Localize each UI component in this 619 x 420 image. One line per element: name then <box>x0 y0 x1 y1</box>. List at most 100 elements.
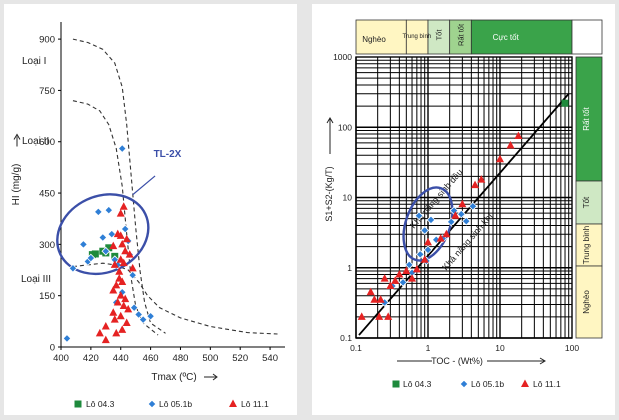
data-point <box>384 312 393 320</box>
data-point <box>119 202 128 210</box>
data-point <box>138 315 148 324</box>
series-square <box>561 99 569 107</box>
data-point <box>91 250 99 258</box>
hi-tmax-plot: 400 420 440 460 480 500 520 540 0 150 300 450 600 750… <box>11 22 285 409</box>
data-point <box>101 246 111 256</box>
side-band-label: Nghèo <box>582 290 591 314</box>
data-point <box>101 321 110 330</box>
data-point <box>117 144 127 153</box>
side-band-label: Trung bình <box>582 226 591 264</box>
legend-marker-lo-05-1b <box>459 379 469 389</box>
data-point <box>458 199 467 208</box>
plot-frame <box>355 56 573 339</box>
side-band-label: Rất tốt <box>582 106 591 130</box>
data-point <box>424 237 432 246</box>
y-tick-label: 1 <box>347 263 352 273</box>
x-tick-label: 420 <box>83 353 99 364</box>
side-band-cell <box>575 56 603 182</box>
series-diamond <box>380 201 478 307</box>
data-point <box>93 207 103 217</box>
y-tick-label: 0 <box>50 343 55 354</box>
data-point <box>105 244 113 252</box>
x-tick-label: 440 <box>113 353 129 364</box>
hi-tmax-chart: 400 420 440 460 480 500 520 540 0 150 300 450 600 750… <box>11 22 285 409</box>
region-label: Loại II <box>22 136 49 147</box>
data-point <box>357 312 366 320</box>
x-axis-title: Tmax (ºC) <box>151 372 196 383</box>
data-point <box>461 216 471 226</box>
data-point <box>477 175 486 183</box>
y-tick-label: 450 <box>39 189 55 200</box>
data-point <box>436 234 445 242</box>
data-point <box>414 211 424 221</box>
data-point <box>395 270 404 278</box>
side-band-cell <box>575 265 603 339</box>
data-point <box>121 246 130 255</box>
data-point <box>101 335 110 344</box>
y-tick-label: 900 <box>39 35 55 46</box>
legend-label-lo-11-1: Lô 11.1 <box>533 379 561 389</box>
data-point <box>98 233 108 242</box>
data-point <box>121 294 130 303</box>
data-point <box>380 274 389 282</box>
data-point <box>86 253 96 263</box>
type-iii-boundary <box>72 262 278 335</box>
data-point <box>115 267 124 275</box>
data-point <box>119 258 128 267</box>
data-point <box>79 240 88 249</box>
y-axis-title: S1+S2-(Kg/T) <box>324 166 334 221</box>
legend-marker-lo-11-1 <box>521 379 529 387</box>
cluster-ellipse <box>402 186 454 262</box>
legend-marker-lo-05-1b <box>147 399 157 409</box>
series-diamond <box>62 144 155 343</box>
side-band-label: Tốt <box>582 196 591 208</box>
top-band-label: Cực tốt <box>493 33 520 42</box>
s1s2-plot: Nghèo Trung bình Tốt Rất tốt Cực tốt Rất tốt T… <box>324 19 603 389</box>
y-tick-label: 10 <box>343 193 353 203</box>
top-band-label: Tốt <box>435 29 444 41</box>
data-point <box>118 325 127 333</box>
data-point <box>129 303 139 313</box>
x-tick-label: 0.1 <box>350 343 362 353</box>
data-point <box>134 310 144 319</box>
data-point <box>404 260 414 270</box>
data-point <box>456 209 466 219</box>
data-point <box>146 311 155 321</box>
data-point <box>118 239 127 248</box>
tl-2x-label: TL-2X <box>154 149 182 160</box>
top-band-corner <box>571 19 603 55</box>
x-tick-label: 400 <box>53 353 69 364</box>
data-point <box>446 217 456 227</box>
data-point <box>128 270 138 280</box>
data-point <box>122 234 131 243</box>
data-point <box>426 215 436 225</box>
legend-marker-lo-04-3 <box>74 400 82 408</box>
data-point <box>420 226 430 235</box>
data-point <box>402 266 411 274</box>
legend-marker-lo-04-3 <box>392 380 400 388</box>
data-point <box>423 245 433 255</box>
series-triangle <box>357 131 523 320</box>
legend-label-lo-04-3: Lô 04.3 <box>403 379 432 389</box>
data-point <box>109 241 118 250</box>
x-tick-label: 460 <box>143 353 159 364</box>
data-point <box>561 99 569 107</box>
data-point <box>120 224 130 234</box>
data-point <box>375 312 384 320</box>
x-tick-label: 100 <box>565 343 579 353</box>
x-tick-label: 500 <box>202 353 218 364</box>
data-point <box>386 281 395 289</box>
data-point <box>468 201 478 211</box>
data-point <box>68 263 78 273</box>
data-point <box>116 231 125 239</box>
x-tick-label: 540 <box>262 353 278 364</box>
x-axis-arrow <box>397 357 546 365</box>
tl-2x-pointer <box>132 175 156 196</box>
data-point <box>366 287 375 296</box>
s1s2-toc-chart: Nghèo Trung bình Tốt Rất tốt Cực tốt Rất tốt T… <box>324 19 603 389</box>
data-point <box>104 205 114 215</box>
data-point <box>391 276 400 284</box>
data-point <box>116 291 125 299</box>
y-axis-arrow <box>13 133 21 147</box>
